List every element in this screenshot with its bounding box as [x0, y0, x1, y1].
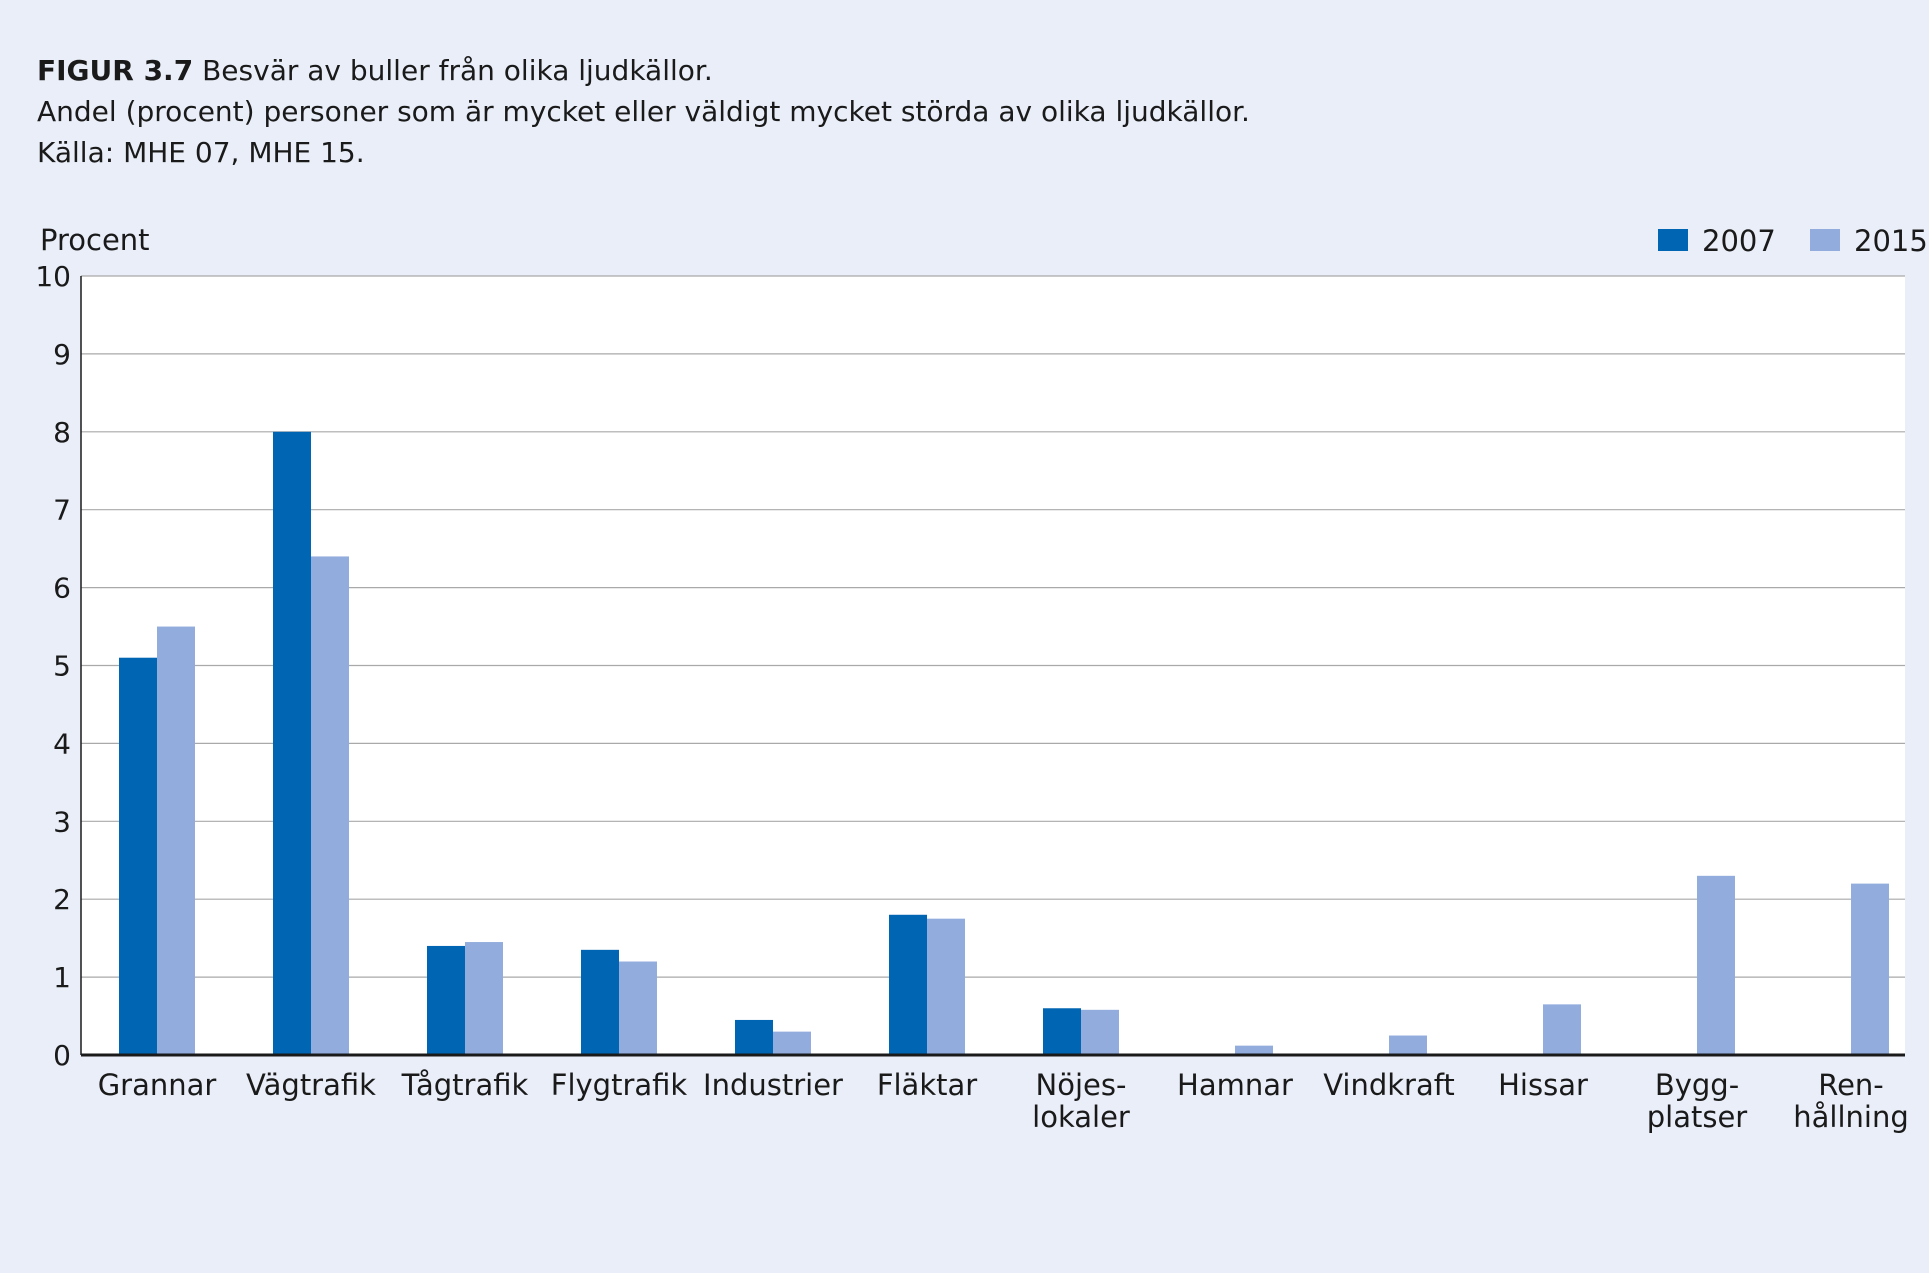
y-tick-label: 2	[53, 883, 71, 916]
y-tick-label: 6	[53, 572, 71, 605]
x-tick-label: lokaler	[1032, 1100, 1130, 1134]
legend-label: 2007	[1702, 224, 1776, 258]
bar-2015	[1543, 1004, 1581, 1055]
x-tick-label: Hissar	[1498, 1068, 1588, 1102]
bar-2015	[773, 1031, 811, 1055]
x-tick-label: Hamnar	[1177, 1068, 1293, 1102]
figure-header: FIGUR 3.7 Besvär av buller från olika lj…	[37, 50, 1250, 173]
bar-2015	[311, 556, 349, 1055]
bar-2015	[1697, 875, 1735, 1055]
x-tick-label: Nöjes-	[1036, 1068, 1127, 1102]
x-tick-label: Ren-	[1818, 1068, 1884, 1102]
x-tick-label: Bygg-	[1655, 1068, 1739, 1102]
bar-2015	[1081, 1009, 1119, 1055]
y-tick-label: 7	[53, 494, 71, 527]
bar-2007	[581, 949, 619, 1055]
bar-2007	[119, 657, 157, 1055]
grid-lines	[81, 275, 1905, 978]
legend-label: 2015	[1854, 224, 1928, 258]
figure-subtitle: Andel (procent) personer som är mycket e…	[37, 95, 1250, 128]
x-tick-label: Industrier	[703, 1068, 843, 1102]
legend-swatch-2007	[1658, 229, 1688, 251]
bars	[119, 431, 1889, 1055]
legend-swatch-2015	[1810, 229, 1840, 251]
x-tick-label: Grannar	[98, 1068, 217, 1102]
figure-number: FIGUR 3.7	[37, 54, 194, 87]
bar-2015	[1851, 883, 1889, 1055]
y-tick-label: 3	[53, 805, 71, 838]
bar-2015	[157, 626, 195, 1055]
x-tick-label: Vägtrafik	[246, 1068, 376, 1102]
x-tick-label: platser	[1647, 1100, 1748, 1134]
y-tick-label: 10	[35, 260, 71, 293]
y-tick-label: 5	[53, 650, 71, 683]
x-tick-label: Flygtrafik	[551, 1068, 688, 1102]
bar-2015	[1389, 1035, 1427, 1055]
y-tick-label: 8	[53, 416, 71, 449]
y-axis-title: Procent	[40, 223, 150, 257]
x-tick-label: Tågtrafik	[401, 1068, 529, 1102]
bar-2015	[1235, 1045, 1273, 1055]
figure-title: Besvär av buller från olika ljudkällor.	[202, 54, 713, 87]
bar-2007	[273, 431, 311, 1055]
y-tick-label: 4	[53, 727, 71, 760]
bar-2007	[427, 945, 465, 1055]
x-tick-label: Fläktar	[877, 1068, 977, 1102]
bar-2007	[735, 1019, 773, 1055]
figure-source: Källa: MHE 07, MHE 15.	[37, 136, 365, 169]
bar-2015	[465, 942, 503, 1055]
y-tick-label: 9	[53, 338, 71, 371]
y-tick-label: 0	[53, 1039, 71, 1072]
y-axis-ticks: 0 1 2 3 4 5 6 7 8 9 10	[35, 260, 71, 1072]
legend: 2007 2015	[1658, 224, 1928, 258]
x-tick-label: Vindkraft	[1323, 1068, 1455, 1102]
x-axis-labels: Grannar Vägtrafik Tågtrafik Flygtrafik Indus…	[98, 1068, 1909, 1134]
bar-2007	[1043, 1008, 1081, 1055]
bar-2015	[927, 918, 965, 1055]
x-tick-label: hållning	[1793, 1100, 1909, 1134]
y-tick-label: 1	[53, 961, 71, 994]
bar-2007	[889, 914, 927, 1055]
figure-title-line: FIGUR 3.7 Besvär av buller från olika lj…	[37, 50, 1250, 91]
bar-2015	[619, 961, 657, 1055]
